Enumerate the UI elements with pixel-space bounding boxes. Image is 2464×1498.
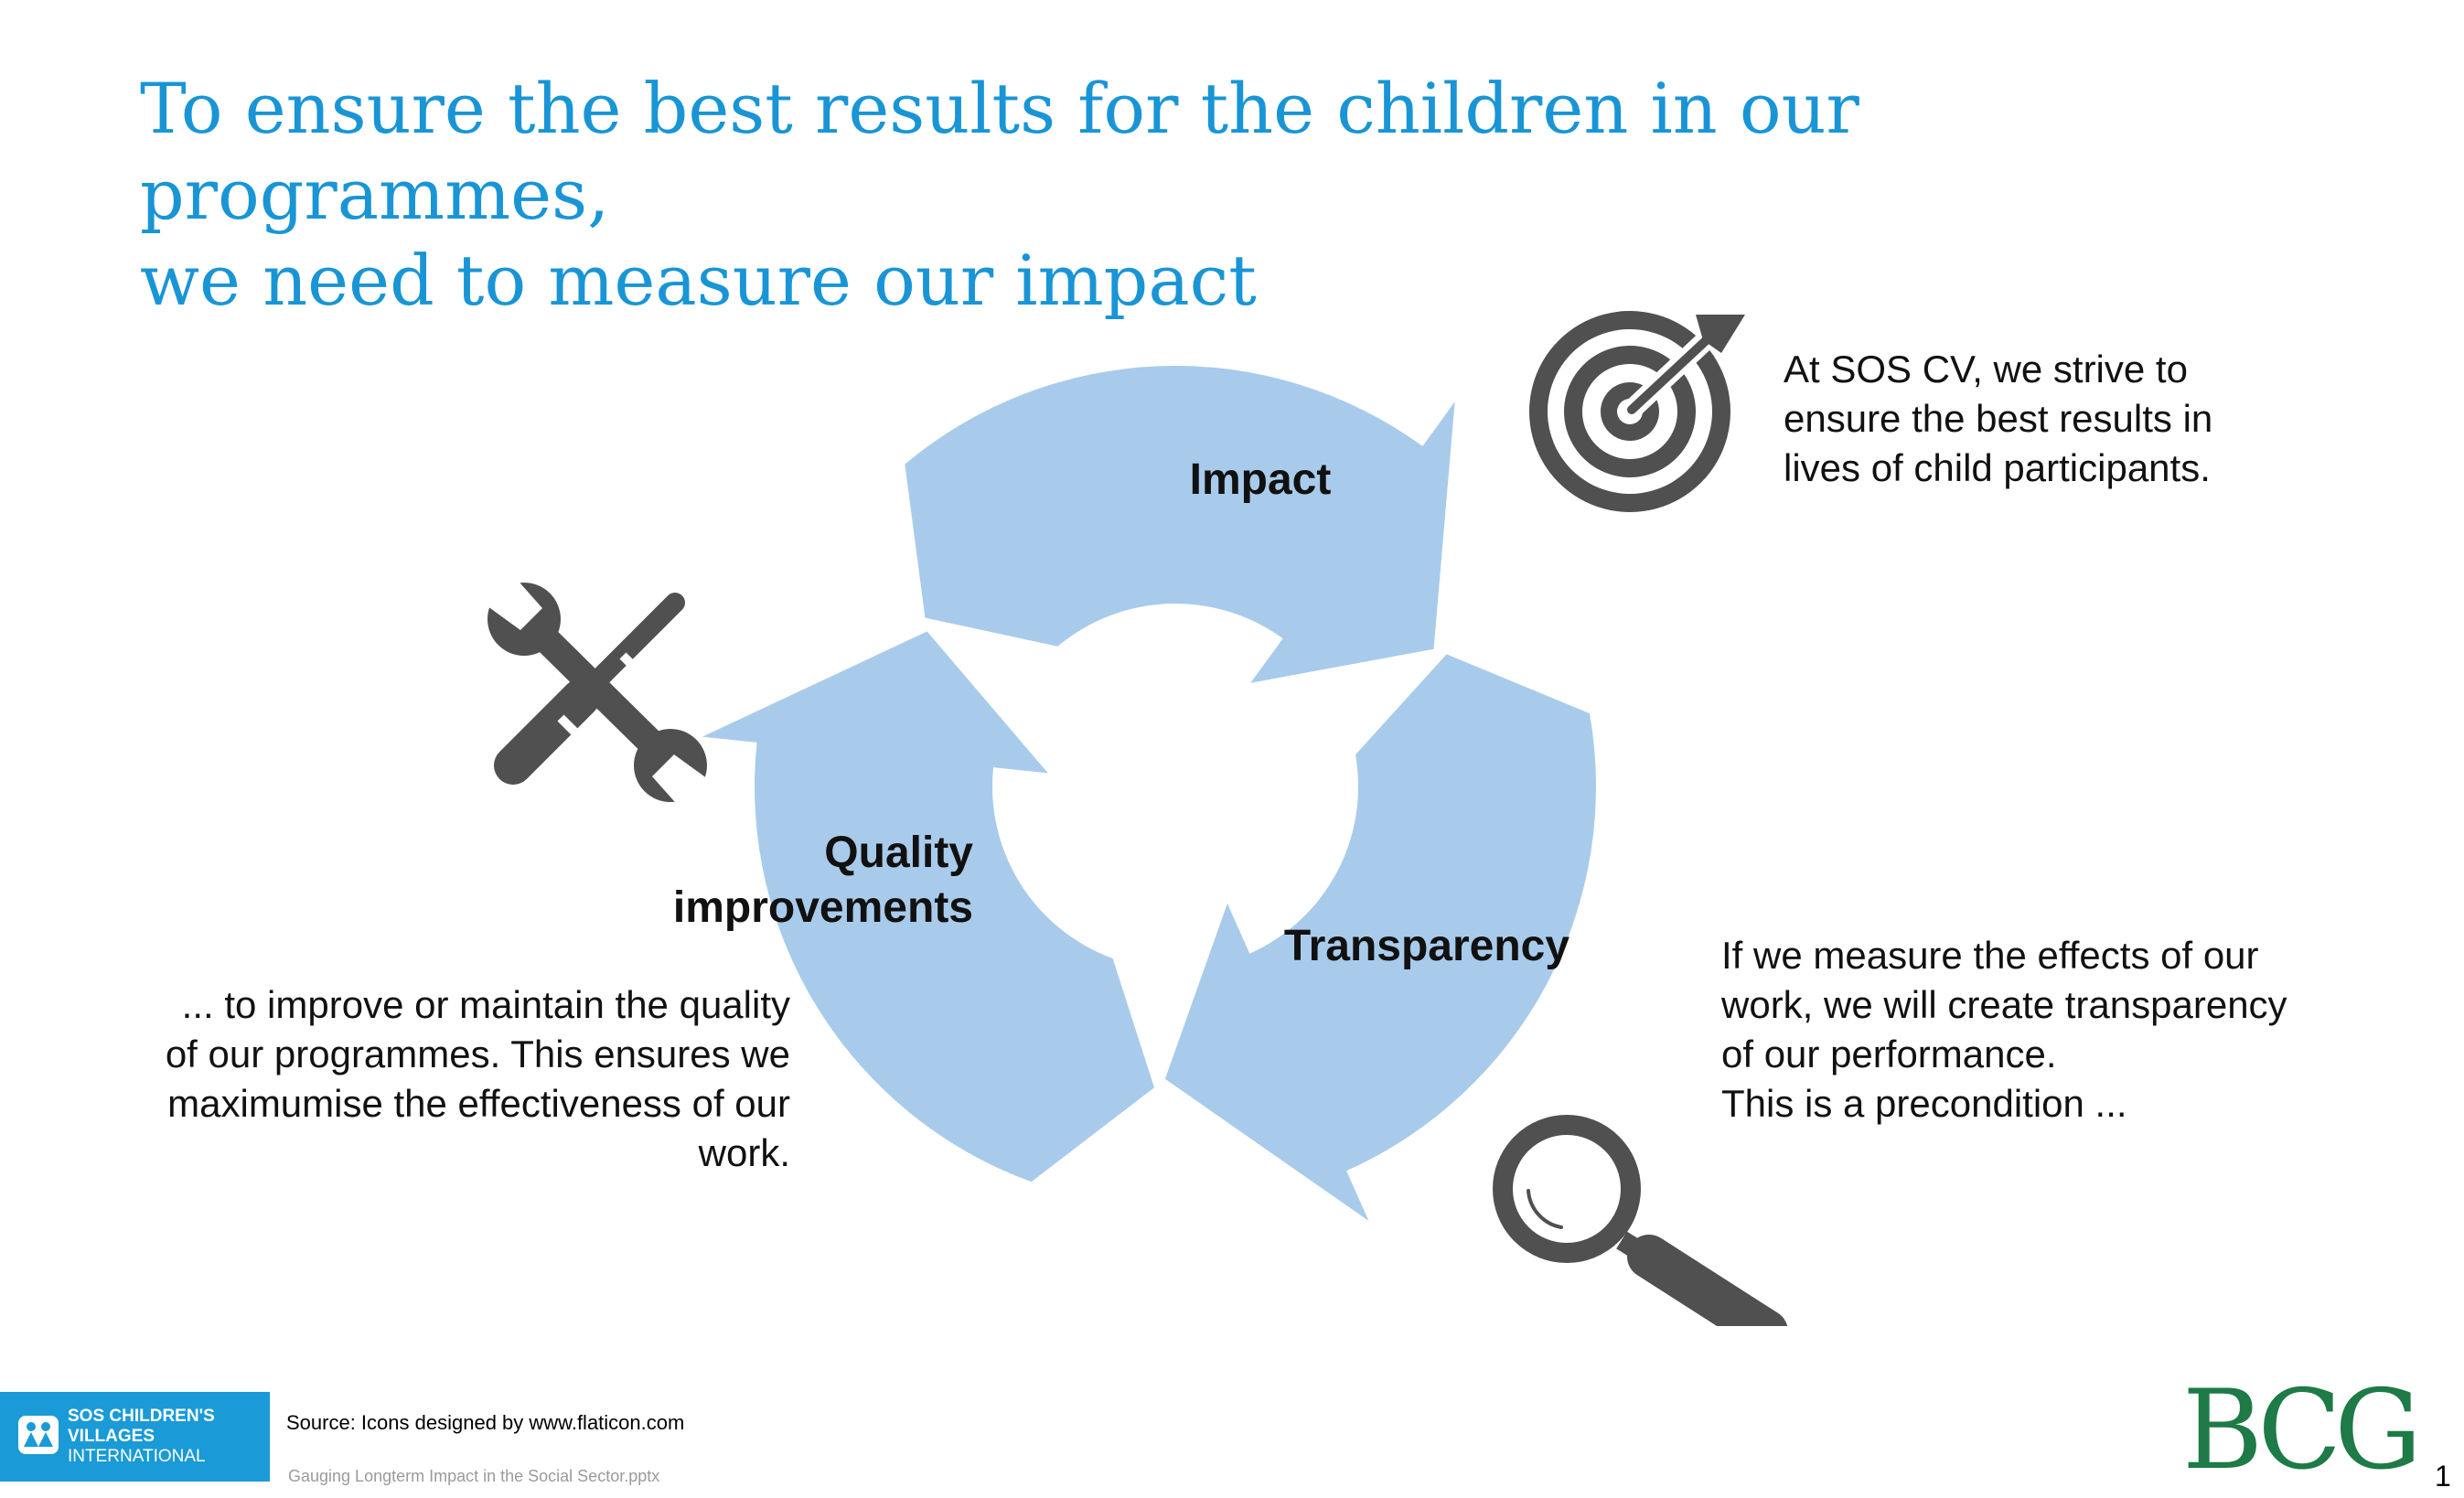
cycle-arrow-quality-improvements	[702, 631, 1154, 1182]
bcg-logo: BCG	[2182, 1367, 2422, 1494]
target-icon	[1529, 311, 1745, 512]
sos-logo-line: SOS CHILDREN'S	[68, 1407, 215, 1426]
stage-label-quality-improvements: Quality improvements	[604, 826, 973, 936]
stage-label-quality-line-2: improvements	[672, 883, 973, 932]
sos-childrens-villages-logo: SOS CHILDREN'S VILLAGES INTERNATIONAL	[0, 1392, 270, 1482]
quality-description-line: work.	[698, 1131, 790, 1174]
quality-description: ... to improve or maintain the quality o…	[110, 980, 790, 1178]
impact-description-line: ensure the best results in	[1784, 397, 2213, 440]
file-name: Gauging Longterm Impact in the Social Se…	[288, 1467, 660, 1485]
stage-label-impact-line-1: Impact	[1189, 455, 1332, 504]
sos-emblem-icon	[18, 1416, 59, 1454]
sos-logo-text: SOS CHILDREN'S VILLAGES INTERNATIONAL	[68, 1407, 215, 1467]
stage-label-impact: Impact	[1123, 453, 1398, 508]
sos-logo-line: INTERNATIONAL	[68, 1447, 206, 1466]
transparency-description-line: If we measure the effects of our	[1721, 934, 2259, 977]
page-title-line-1: To ensure the best results for the child…	[140, 68, 1859, 235]
source-note: Source: Icons designed by www.flaticon.c…	[286, 1411, 685, 1434]
quality-description-line: maximumise the effectiveness of our	[167, 1082, 790, 1125]
impact-description: At SOS CV, we strive to ensure the best …	[1784, 345, 2296, 493]
page-title: To ensure the best results for the child…	[140, 66, 2244, 324]
transparency-description: If we measure the effects of our work, w…	[1721, 931, 2362, 1129]
cycle-arrow-transparency	[1164, 654, 1596, 1222]
impact-description-line: At SOS CV, we strive to	[1784, 348, 2188, 391]
sos-logo-line: VILLAGES	[68, 1427, 155, 1446]
transparency-description-line: of our performance.	[1721, 1033, 2057, 1075]
tools-icon	[487, 583, 707, 802]
stage-label-transparency: Transparency	[1271, 919, 1582, 974]
quality-description-line: ... to improve or maintain the quality	[181, 983, 790, 1026]
stage-label-transparency-line-1: Transparency	[1283, 922, 1570, 970]
stage-label-quality-line-1: Quality	[824, 829, 973, 877]
cycle-arrow-impact	[905, 365, 1455, 683]
transparency-description-line: work, we will create transparency	[1721, 983, 2287, 1026]
page-title-line-2: we need to measure our impact	[140, 240, 1257, 321]
impact-description-line: lives of child participants.	[1784, 446, 2211, 489]
transparency-description-line: This is a precondition ...	[1721, 1082, 2127, 1125]
quality-description-line: of our programmes. This ensures we	[165, 1033, 790, 1075]
magnifier-icon	[1493, 1115, 1788, 1326]
page-number: 1	[2435, 1460, 2451, 1493]
